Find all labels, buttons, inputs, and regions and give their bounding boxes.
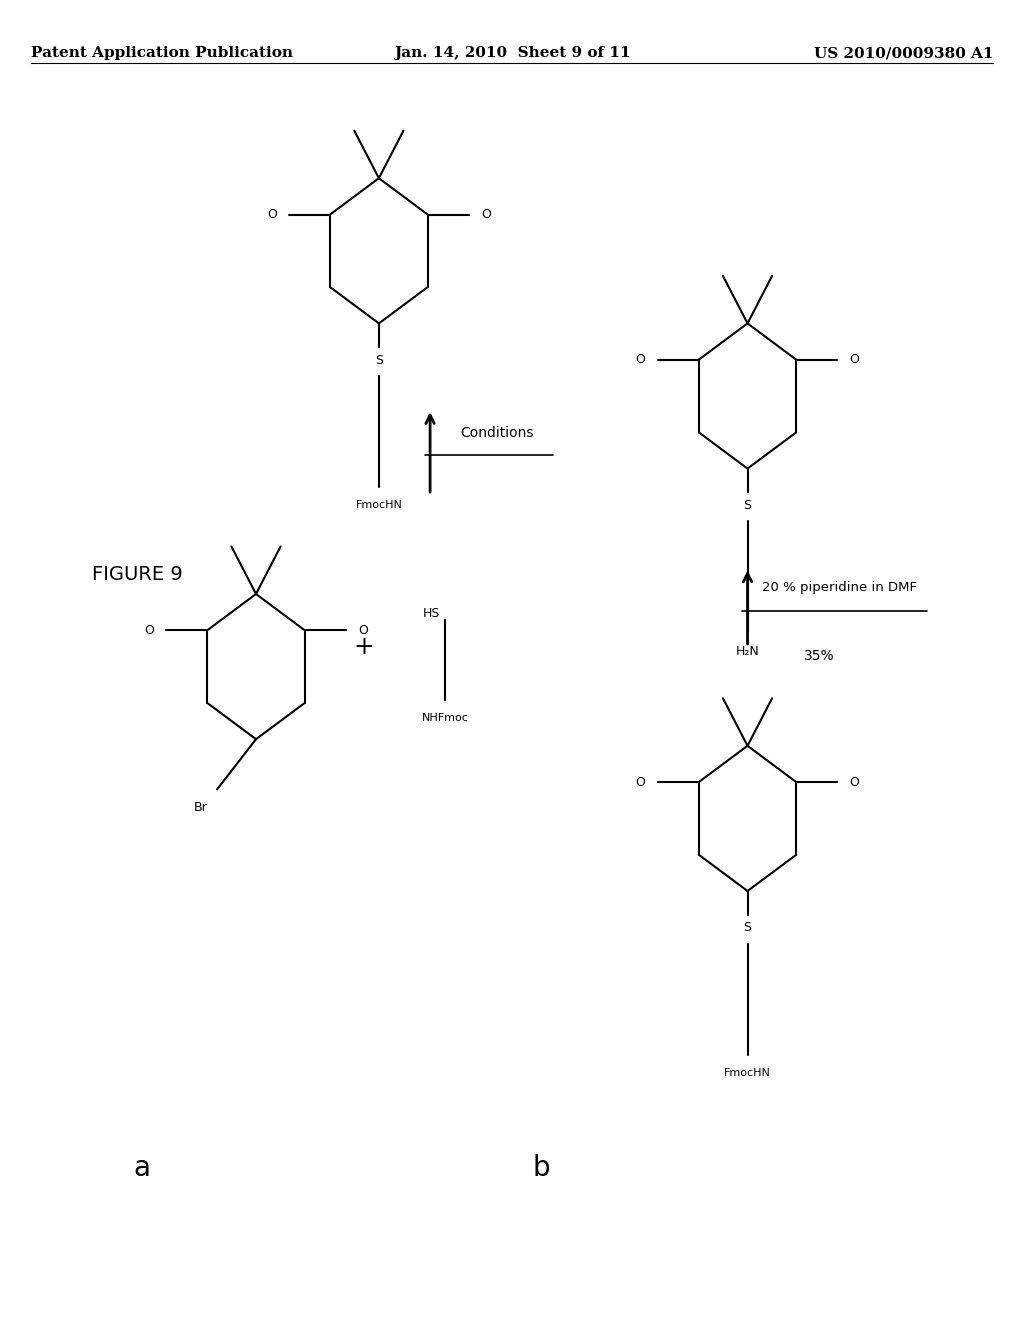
Text: Patent Application Publication: Patent Application Publication (31, 46, 293, 61)
Text: S: S (375, 354, 383, 367)
Text: H₂N: H₂N (735, 645, 760, 659)
Text: O: O (267, 209, 276, 220)
Text: b: b (532, 1154, 550, 1183)
Text: HS: HS (423, 607, 440, 620)
Text: FIGURE 9: FIGURE 9 (92, 565, 183, 583)
Text: a: a (133, 1154, 151, 1183)
Text: S: S (743, 499, 752, 512)
Text: Jan. 14, 2010  Sheet 9 of 11: Jan. 14, 2010 Sheet 9 of 11 (393, 46, 631, 61)
Text: FmocHN: FmocHN (355, 500, 402, 511)
Text: O: O (636, 354, 645, 366)
Text: O: O (144, 624, 154, 636)
Text: O: O (850, 776, 859, 788)
Text: US 2010/0009380 A1: US 2010/0009380 A1 (814, 46, 993, 61)
Text: FmocHN: FmocHN (724, 1068, 771, 1078)
Text: +: + (353, 635, 374, 659)
Text: S: S (743, 921, 752, 935)
Text: O: O (358, 624, 368, 636)
Text: Conditions: Conditions (460, 425, 534, 440)
Text: O: O (636, 776, 645, 788)
Text: O: O (850, 354, 859, 366)
Text: 20 % piperidine in DMF: 20 % piperidine in DMF (762, 581, 918, 594)
Text: 35%: 35% (804, 649, 835, 664)
Text: Br: Br (195, 801, 208, 814)
Text: NHFmoc: NHFmoc (422, 713, 469, 723)
Text: O: O (481, 209, 490, 220)
